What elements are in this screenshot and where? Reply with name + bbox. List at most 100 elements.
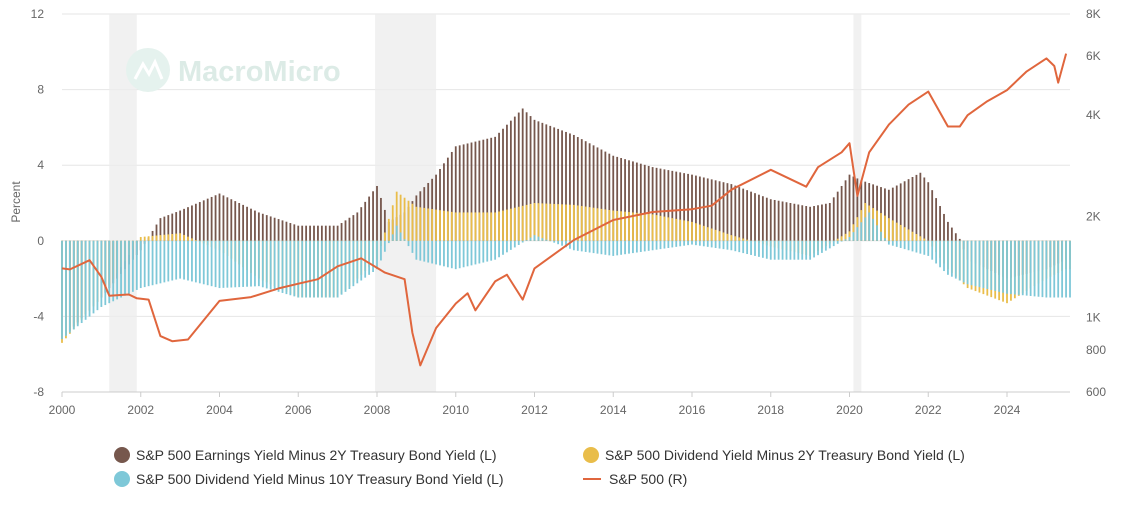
bar-2: [726, 240, 729, 250]
bar-0: [706, 178, 709, 241]
bar-0: [761, 196, 764, 241]
bar-1: [155, 235, 158, 241]
bar-1: [450, 211, 453, 241]
bar-0: [305, 225, 308, 241]
bar-1: [533, 203, 536, 241]
bar-1: [655, 215, 658, 241]
bar-2: [423, 240, 426, 262]
bar-2: [529, 237, 532, 241]
bar-0: [368, 196, 371, 241]
bar-0: [340, 223, 343, 241]
recession-band: [375, 14, 437, 392]
bar-0: [269, 216, 272, 241]
bar-2: [813, 240, 815, 258]
bar-1: [569, 204, 571, 241]
bar-0: [293, 224, 296, 241]
bar-0: [541, 122, 544, 241]
bar-0: [919, 172, 922, 241]
bar-2: [675, 240, 678, 247]
bar-2: [517, 240, 520, 245]
bar-0: [777, 200, 780, 241]
bar-1: [486, 212, 489, 241]
bar-0: [289, 223, 292, 241]
bar-1: [647, 213, 650, 241]
bar-1: [907, 229, 910, 241]
bar-0: [297, 225, 300, 241]
x-tick-label: 2024: [994, 403, 1021, 417]
bar-2: [761, 240, 764, 258]
bar-0: [320, 225, 323, 241]
bar-2: [722, 240, 725, 250]
legend-item-sp500[interactable]: S&P 500 (R): [583, 468, 687, 490]
bar-2: [100, 240, 103, 307]
bar-2: [1069, 240, 1071, 298]
bar-0: [569, 133, 571, 241]
bar-0: [632, 161, 634, 241]
bar-2: [777, 240, 780, 260]
bar-0: [612, 155, 615, 241]
bar-1: [895, 222, 898, 241]
bar-1: [147, 236, 150, 241]
bar-2: [927, 240, 930, 256]
watermark-logo-icon: [126, 48, 170, 92]
bar-2: [218, 240, 221, 289]
bar-0: [895, 185, 898, 241]
bar-2: [124, 240, 126, 296]
bar-2: [324, 240, 327, 298]
bar-2: [706, 240, 709, 247]
bar-0: [592, 145, 595, 241]
bar-2: [584, 240, 587, 252]
bar-2: [348, 240, 351, 289]
bar-0: [443, 163, 445, 241]
bar-0: [565, 131, 567, 241]
bar-1: [183, 234, 185, 241]
bar-0: [254, 210, 256, 241]
bar-2: [793, 240, 796, 260]
bar-2: [765, 240, 768, 259]
bar-2: [596, 240, 599, 254]
bar-2: [872, 218, 875, 241]
legend-swatch: [114, 447, 130, 463]
legend-item-dividend-yield-minus-10y[interactable]: S&P 500 Dividend Yield Minus 10Y Treasur…: [114, 468, 504, 490]
bar-2: [96, 240, 99, 311]
bar-2: [1045, 240, 1048, 298]
bar-1: [427, 208, 430, 241]
bar-2: [561, 240, 563, 246]
bar-2: [553, 240, 556, 243]
left-axis-ticks: 12 8 4 0 -4 -8: [31, 7, 45, 399]
bar-2: [880, 231, 882, 241]
bar-2: [687, 240, 689, 246]
bar-1: [576, 205, 579, 241]
bar-2: [368, 240, 371, 275]
bar-0: [714, 180, 717, 241]
bar-0: [939, 206, 941, 241]
legend-item-dividend-yield-minus-2y[interactable]: S&P 500 Dividend Yield Minus 2Y Treasury…: [583, 444, 965, 466]
bar-2: [789, 240, 792, 260]
bar-2: [1013, 240, 1016, 295]
bar-2: [809, 240, 812, 260]
bar-2: [206, 240, 209, 286]
bar-2: [919, 240, 922, 254]
bar-2: [565, 240, 567, 248]
bar-0: [702, 177, 705, 241]
bar-0: [250, 208, 252, 241]
bar-1: [446, 211, 449, 241]
bar-2: [958, 240, 961, 281]
bar-0: [821, 204, 823, 241]
bar-2: [624, 240, 626, 255]
bar-2: [112, 240, 115, 302]
bar-2: [147, 240, 150, 287]
bar-0: [187, 207, 189, 241]
legend-label: S&P 500 (R): [609, 471, 688, 487]
left-tick-label: -4: [33, 309, 44, 323]
bar-2: [982, 240, 985, 289]
bar-0: [675, 171, 678, 241]
bar-0: [336, 225, 339, 241]
bar-1: [419, 207, 422, 241]
legend-label: S&P 500 Earnings Yield Minus 2Y Treasury…: [136, 447, 497, 463]
bar-2: [135, 240, 138, 290]
bar-2: [632, 240, 634, 254]
bar-2: [604, 240, 607, 255]
bar-0: [474, 141, 477, 241]
legend-item-earnings-yield-minus-2y[interactable]: S&P 500 Earnings Yield Minus 2Y Treasury…: [114, 444, 497, 466]
